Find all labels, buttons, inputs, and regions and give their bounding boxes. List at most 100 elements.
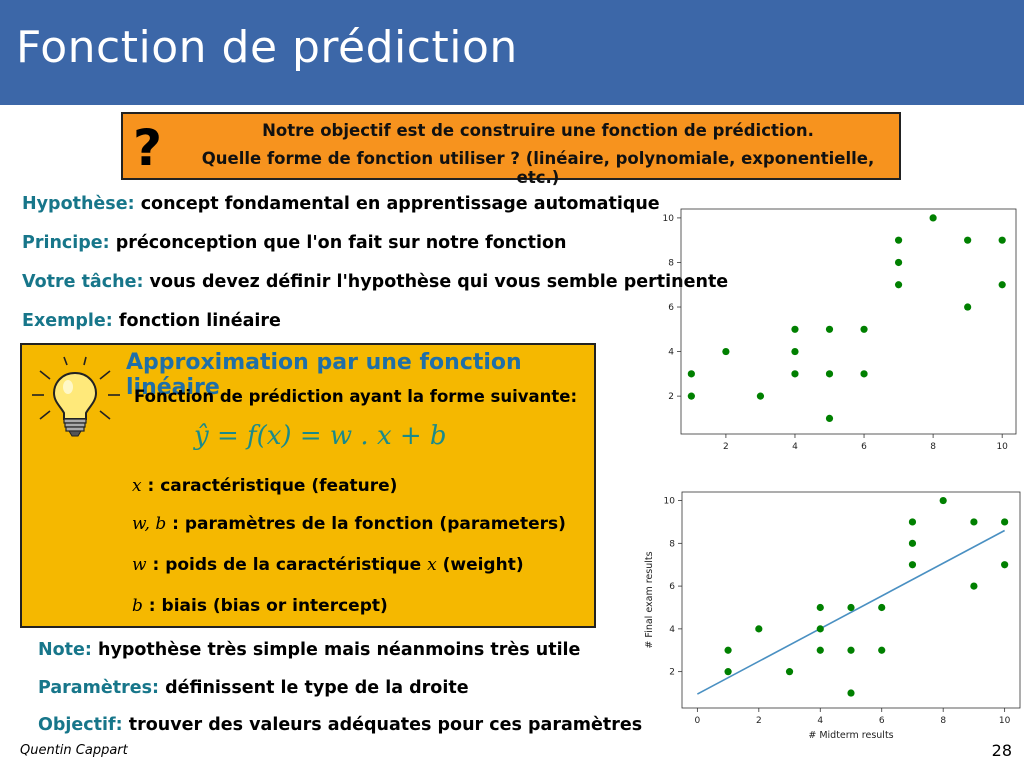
def-symbol: x <box>132 476 142 496</box>
item-principe: Principe: préconception que l'on fait su… <box>22 233 566 253</box>
slide-title: Fonction de prédiction <box>16 22 518 73</box>
data-point <box>894 281 903 289</box>
scatter-chart-bottom: 0 2 4 6 8 10 2 4 6 8 10 # Midterm results # Final ex… <box>644 491 1021 741</box>
idea-box: Approximation par une fonction linéaire … <box>20 343 596 628</box>
item-text: préconception que l'on fait sur notre fo… <box>115 233 567 253</box>
data-point <box>791 347 799 356</box>
data-point <box>816 646 824 654</box>
def-text: poids de la caractéristique <box>165 555 422 575</box>
item-text: concept fondamental en apprentissage aut… <box>140 194 660 214</box>
x-tick-label: 6 <box>879 716 885 726</box>
y-tick-label: 2 <box>669 668 675 678</box>
x-tick-label: 2 <box>756 716 762 726</box>
item-parametres: Paramètres: définissent le type de la dr… <box>38 678 469 698</box>
item-label: Paramètres: <box>38 678 159 698</box>
data-point <box>998 281 1006 289</box>
question-line-1: Notre objectif est de construire une fon… <box>262 121 814 140</box>
def-text: caractéristique (feature) <box>160 476 398 496</box>
y-tick-label: 2 <box>668 392 674 402</box>
item-text: hypothèse très simple mais néanmoins trè… <box>98 640 581 660</box>
plot-frame <box>680 208 1017 435</box>
idea-box-title: Approximation par une fonction linéaire <box>126 350 522 400</box>
x-tick-label: 4 <box>792 442 798 452</box>
data-point <box>908 561 917 569</box>
regression-line <box>696 529 1006 695</box>
data-point <box>970 518 978 526</box>
data-point <box>860 325 868 333</box>
data-point <box>756 392 765 400</box>
data-point <box>825 325 834 333</box>
item-label: Hypothèse: <box>22 194 135 214</box>
data-point <box>687 370 695 378</box>
item-text: fonction linéaire <box>118 311 281 331</box>
data-point <box>929 214 937 222</box>
item-exemple: Exemple: fonction linéaire <box>22 311 281 331</box>
footer-author: Quentin Cappart <box>20 743 128 758</box>
data-point <box>894 258 903 267</box>
item-note: Note: hypothèse très simple mais néanmoi… <box>38 640 580 660</box>
def-feature: x : caractéristique (feature) <box>132 476 398 496</box>
idea-box-subtitle: Fonction de prédiction ayant la forme su… <box>134 387 578 406</box>
def-symbol: b <box>132 596 143 616</box>
y-tick-label: 10 <box>664 497 676 507</box>
item-hypothese: Hypothèse: concept fondamental en appren… <box>22 194 660 214</box>
data-point <box>825 414 834 423</box>
y-axis-label: # Final exam results <box>644 551 655 648</box>
data-point <box>970 582 978 590</box>
item-tache: Votre tâche: vous devez définir l'hypoth… <box>22 272 728 292</box>
question-line-2: Quelle forme de fonction utiliser ? (lin… <box>201 149 875 187</box>
data-point <box>755 625 763 633</box>
item-label: Principe: <box>22 233 110 253</box>
question-mark-icon: ? <box>133 119 163 177</box>
y-tick-label: 4 <box>668 348 674 358</box>
x-tick-label: 2 <box>723 442 729 452</box>
def-parameters: w, b : paramètres de la fonction (parame… <box>132 514 566 534</box>
data-point <box>878 603 886 612</box>
data-point <box>791 370 799 378</box>
x-tick-label: 10 <box>999 716 1011 726</box>
data-point <box>722 347 730 356</box>
data-point <box>816 603 824 612</box>
data-point <box>939 496 947 505</box>
page-number: 28 <box>991 741 1012 760</box>
item-text: vous devez définir l'hypothèse qui vous … <box>149 272 729 292</box>
scatter-chart-top: 2 4 6 8 10 2 4 6 8 10 <box>663 208 1017 452</box>
question-box: ? Notre objectif est de construire une f… <box>121 112 901 187</box>
prediction-formula: ŷ = f(x) = w . x + b <box>194 421 447 451</box>
item-label: Note: <box>38 640 92 660</box>
data-point <box>847 646 855 654</box>
item-text: trouver des valeurs adéquates pour ces p… <box>128 715 643 735</box>
y-tick-label: 8 <box>668 258 674 268</box>
x-tick-label: 8 <box>930 442 936 452</box>
item-label: Votre tâche: <box>22 272 144 292</box>
data-point <box>816 625 824 633</box>
y-tick-label: 6 <box>668 303 674 313</box>
data-point <box>964 236 972 244</box>
data-point <box>908 539 917 547</box>
def-weight: w : poids de la caractéristique x (weigh… <box>132 555 524 575</box>
data-point <box>998 236 1006 244</box>
def-symbol: w <box>132 555 147 575</box>
data-point <box>908 518 917 526</box>
data-point <box>894 236 903 244</box>
data-point <box>847 603 855 612</box>
y-tick-label: 8 <box>669 539 675 549</box>
data-point <box>847 689 855 697</box>
def-bias: b : biais (bias or intercept) <box>132 596 388 616</box>
data-point <box>791 325 799 333</box>
def-text: biais (bias or intercept) <box>161 596 388 616</box>
def-text-2: (weight) <box>442 555 524 575</box>
y-tick-label: 6 <box>669 582 675 592</box>
data-point <box>687 392 695 400</box>
x-tick-label: 4 <box>817 716 823 726</box>
x-tick-label: 10 <box>996 442 1008 452</box>
data-point <box>860 370 868 378</box>
item-text: définissent le type de la droite <box>165 678 469 698</box>
data-point <box>825 370 834 378</box>
data-point <box>724 646 732 654</box>
y-tick-label: 10 <box>663 214 675 224</box>
x-axis-label: # Midterm results <box>808 730 893 741</box>
x-tick-label: 6 <box>861 442 867 452</box>
def-text: paramètres de la fonction (parameters) <box>184 514 566 534</box>
y-tick-label: 4 <box>669 625 675 635</box>
